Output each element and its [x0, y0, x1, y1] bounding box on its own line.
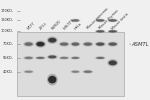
- Ellipse shape: [24, 71, 33, 73]
- Ellipse shape: [84, 42, 92, 46]
- Ellipse shape: [59, 42, 69, 47]
- Ellipse shape: [95, 19, 106, 22]
- Text: 130KD-: 130KD-: [1, 18, 14, 22]
- Text: 293-t: 293-t: [39, 21, 48, 30]
- Text: 70KD-: 70KD-: [3, 42, 14, 46]
- Ellipse shape: [82, 70, 93, 74]
- Ellipse shape: [109, 60, 117, 65]
- Ellipse shape: [107, 19, 118, 22]
- Ellipse shape: [47, 36, 58, 44]
- Text: 170KD-: 170KD-: [1, 9, 14, 13]
- Ellipse shape: [107, 30, 118, 33]
- Ellipse shape: [107, 42, 118, 47]
- Ellipse shape: [24, 57, 33, 59]
- Text: HeLa: HeLa: [74, 21, 83, 30]
- Ellipse shape: [82, 42, 93, 47]
- Ellipse shape: [60, 42, 68, 46]
- Ellipse shape: [107, 59, 118, 67]
- Ellipse shape: [23, 56, 34, 60]
- Text: 100KD-: 100KD-: [1, 29, 14, 33]
- Ellipse shape: [95, 42, 106, 47]
- Ellipse shape: [95, 56, 106, 60]
- Text: 40KD-: 40KD-: [3, 70, 14, 74]
- Ellipse shape: [70, 70, 80, 73]
- Ellipse shape: [72, 71, 79, 73]
- Ellipse shape: [109, 30, 117, 32]
- Ellipse shape: [47, 74, 58, 86]
- Ellipse shape: [23, 70, 34, 73]
- Ellipse shape: [109, 19, 117, 22]
- Ellipse shape: [72, 57, 79, 59]
- Ellipse shape: [70, 42, 80, 47]
- Ellipse shape: [36, 57, 45, 59]
- Ellipse shape: [84, 70, 92, 73]
- Ellipse shape: [48, 55, 56, 58]
- Ellipse shape: [95, 30, 106, 33]
- Ellipse shape: [24, 42, 33, 46]
- Text: NIH/3T3: NIH/3T3: [63, 18, 75, 30]
- Ellipse shape: [48, 38, 56, 43]
- Ellipse shape: [96, 30, 104, 32]
- Ellipse shape: [59, 56, 69, 60]
- Ellipse shape: [35, 41, 46, 48]
- Text: 55KD-: 55KD-: [3, 56, 14, 60]
- Bar: [17, 32, 124, 96]
- Ellipse shape: [36, 42, 45, 46]
- Text: Mouse testis: Mouse testis: [111, 12, 130, 30]
- Ellipse shape: [96, 42, 104, 46]
- Ellipse shape: [96, 19, 104, 22]
- Ellipse shape: [60, 57, 68, 59]
- Text: MCF7: MCF7: [27, 21, 37, 30]
- Ellipse shape: [72, 42, 79, 46]
- Ellipse shape: [35, 56, 46, 60]
- Text: Mouse pancreas: Mouse pancreas: [86, 7, 109, 30]
- Text: SW620: SW620: [51, 19, 62, 30]
- Text: Mouse thymus: Mouse thymus: [99, 9, 120, 30]
- Text: ASMTL: ASMTL: [132, 42, 149, 47]
- Ellipse shape: [23, 41, 34, 47]
- Ellipse shape: [96, 57, 104, 59]
- Ellipse shape: [109, 42, 117, 46]
- Ellipse shape: [47, 55, 58, 59]
- Ellipse shape: [70, 19, 80, 22]
- Ellipse shape: [72, 19, 79, 22]
- Ellipse shape: [48, 76, 56, 83]
- Ellipse shape: [70, 56, 80, 60]
